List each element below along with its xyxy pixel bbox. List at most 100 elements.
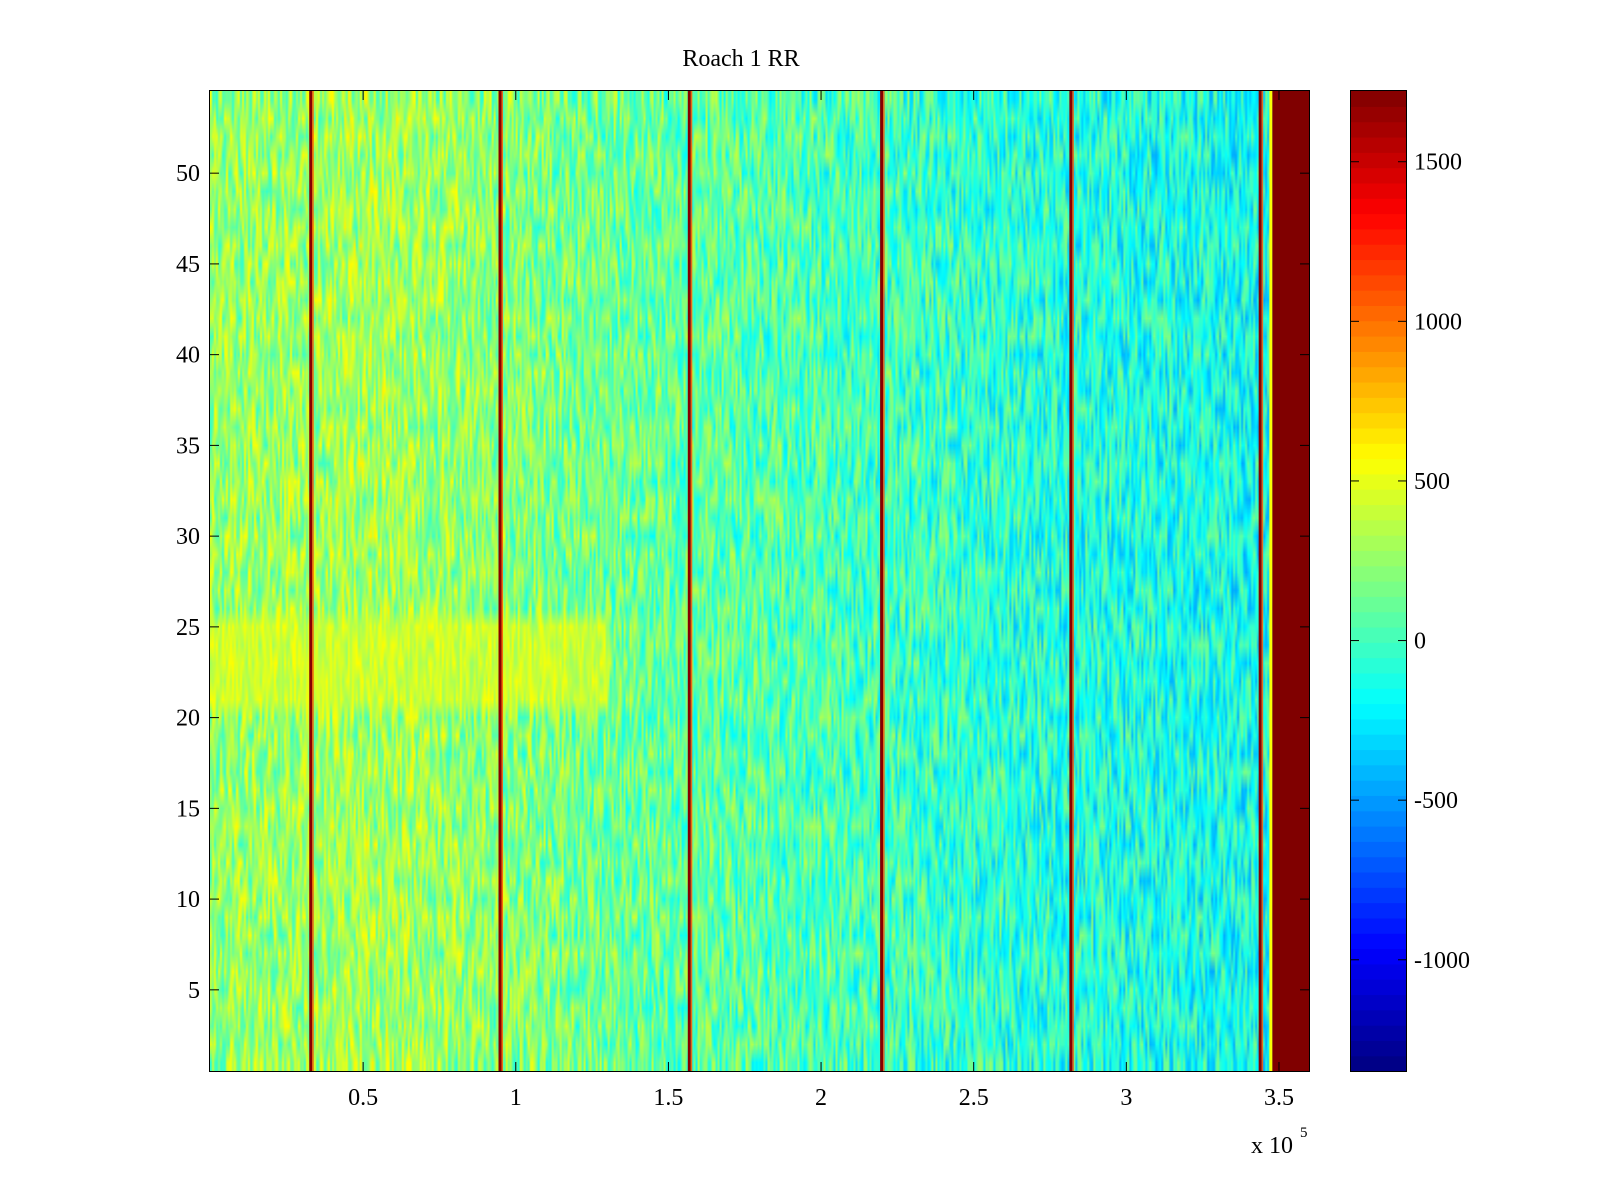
colorbar-band (1351, 259, 1406, 276)
colorbar-band (1351, 244, 1406, 261)
colorbar-band (1351, 550, 1406, 567)
y-tick-label: 40 (176, 343, 200, 369)
colorbar-band (1351, 290, 1406, 306)
y-tick-label: 30 (176, 524, 200, 550)
colorbar-band (1351, 902, 1406, 919)
colorbar-band (1351, 519, 1406, 536)
colorbar-band (1351, 106, 1406, 123)
colorbar-band (1351, 672, 1406, 689)
colorbar-tick-label: 1000 (1414, 309, 1462, 335)
colorbar-band (1351, 458, 1406, 475)
colorbar-frame (1350, 90, 1407, 1072)
chart-title: Roach 1 RR (682, 46, 799, 72)
colorbar-band (1351, 381, 1406, 398)
colorbar-band (1351, 963, 1406, 980)
x-axis: 0.5 1 1.5 2 2.5 3 3.5 (348, 91, 1294, 1111)
colorbar-band (1351, 596, 1406, 613)
colorbar-band (1351, 136, 1406, 153)
colorbar (1351, 91, 1406, 1072)
colorbar-band (1351, 443, 1406, 460)
colorbar-band (1351, 718, 1406, 735)
colorbar-band (1351, 121, 1406, 138)
colorbar-band (1351, 1025, 1406, 1041)
colorbar-band (1351, 91, 1406, 107)
colorbar-band (1351, 167, 1406, 184)
colorbar-tick-label: 1500 (1414, 150, 1462, 176)
spike-line-edge-4 (883, 91, 885, 1071)
colorbar-band (1351, 397, 1406, 414)
saturated-region (1272, 91, 1309, 1071)
colorbar-band (1351, 535, 1406, 551)
colorbar-band (1351, 826, 1406, 842)
colorbar-band (1351, 917, 1406, 934)
colorbar-band (1351, 626, 1406, 643)
colorbar-band (1351, 1009, 1406, 1026)
colorbar-band (1351, 489, 1406, 506)
y-tick-label: 50 (176, 161, 200, 187)
colorbar-band (1351, 887, 1406, 904)
colorbar-band (1351, 979, 1406, 996)
y-tick-label: 5 (188, 978, 200, 1004)
plot-frame (209, 90, 1310, 1072)
y-tick-label: 15 (176, 796, 200, 822)
colorbar-band (1351, 152, 1406, 169)
colorbar-band (1351, 642, 1406, 659)
colorbar-band (1351, 351, 1406, 368)
x-tick-label: 3 (1120, 1085, 1132, 1111)
colorbar-band (1351, 427, 1406, 444)
colorbar-band (1351, 810, 1406, 827)
colorbar-band (1351, 994, 1406, 1011)
colorbar-band (1351, 611, 1406, 628)
colorbar-band (1351, 764, 1406, 781)
colorbar-band (1351, 213, 1406, 230)
colorbar-band (1351, 1055, 1406, 1072)
spike-line-4 (880, 91, 884, 1071)
spike-line-edge-5 (1072, 91, 1074, 1071)
colorbar-band (1351, 305, 1406, 322)
colorbar-band (1351, 565, 1406, 582)
colorbar-band (1351, 336, 1406, 352)
colorbar-band (1351, 688, 1406, 705)
colorbar-band (1351, 841, 1406, 858)
x-tick-label: 3.5 (1264, 1085, 1294, 1111)
y-axis: 5 10 15 20 25 30 35 40 45 50 (176, 161, 1309, 1004)
colorbar-band (1351, 933, 1406, 950)
spike-line-5 (1069, 91, 1073, 1071)
colorbar-tick-label: -1000 (1414, 948, 1470, 974)
x-axis-multiplier-exponent: 5 (1300, 1125, 1308, 1141)
heatmap-image (210, 91, 1309, 1071)
colorbar-tick-label: -500 (1414, 788, 1458, 814)
spike-line-2 (498, 91, 502, 1071)
colorbar-axis: -1000 -500 0 500 1000 1500 (1351, 150, 1470, 974)
colorbar-band (1351, 473, 1406, 490)
colorbar-band (1351, 1040, 1406, 1057)
y-tick-label: 25 (176, 615, 200, 641)
colorbar-band (1351, 198, 1406, 215)
x-axis-multiplier: x 10 (1251, 1133, 1293, 1159)
colorbar-tick-label: 0 (1414, 629, 1426, 655)
colorbar-band (1351, 581, 1406, 597)
x-tick-label: 1.5 (653, 1085, 683, 1111)
colorbar-band (1351, 948, 1406, 965)
colorbar-band (1351, 703, 1406, 720)
colorbar-band (1351, 228, 1406, 245)
x-tick-label: 2.5 (959, 1085, 989, 1111)
colorbar-band (1351, 795, 1406, 812)
spike-line-edge-2 (501, 91, 504, 1071)
colorbar-band (1351, 182, 1406, 199)
spike-line-edge-1 (312, 91, 314, 1071)
spike-line-edge-3 (690, 91, 693, 1071)
colorbar-band (1351, 780, 1406, 796)
colorbar-band (1351, 504, 1406, 521)
colorbar-tick-label: 500 (1414, 469, 1450, 495)
spike-line-edge-6 (1261, 91, 1264, 1071)
colorbar-band (1351, 734, 1406, 751)
saturated-region-edge (1269, 91, 1273, 1071)
colorbar-band (1351, 412, 1406, 429)
y-tick-label: 20 (176, 706, 200, 732)
colorbar-band (1351, 749, 1406, 766)
spike-line-1 (309, 91, 313, 1071)
colorbar-band (1351, 274, 1406, 291)
heatmap-cells (210, 91, 1309, 1071)
